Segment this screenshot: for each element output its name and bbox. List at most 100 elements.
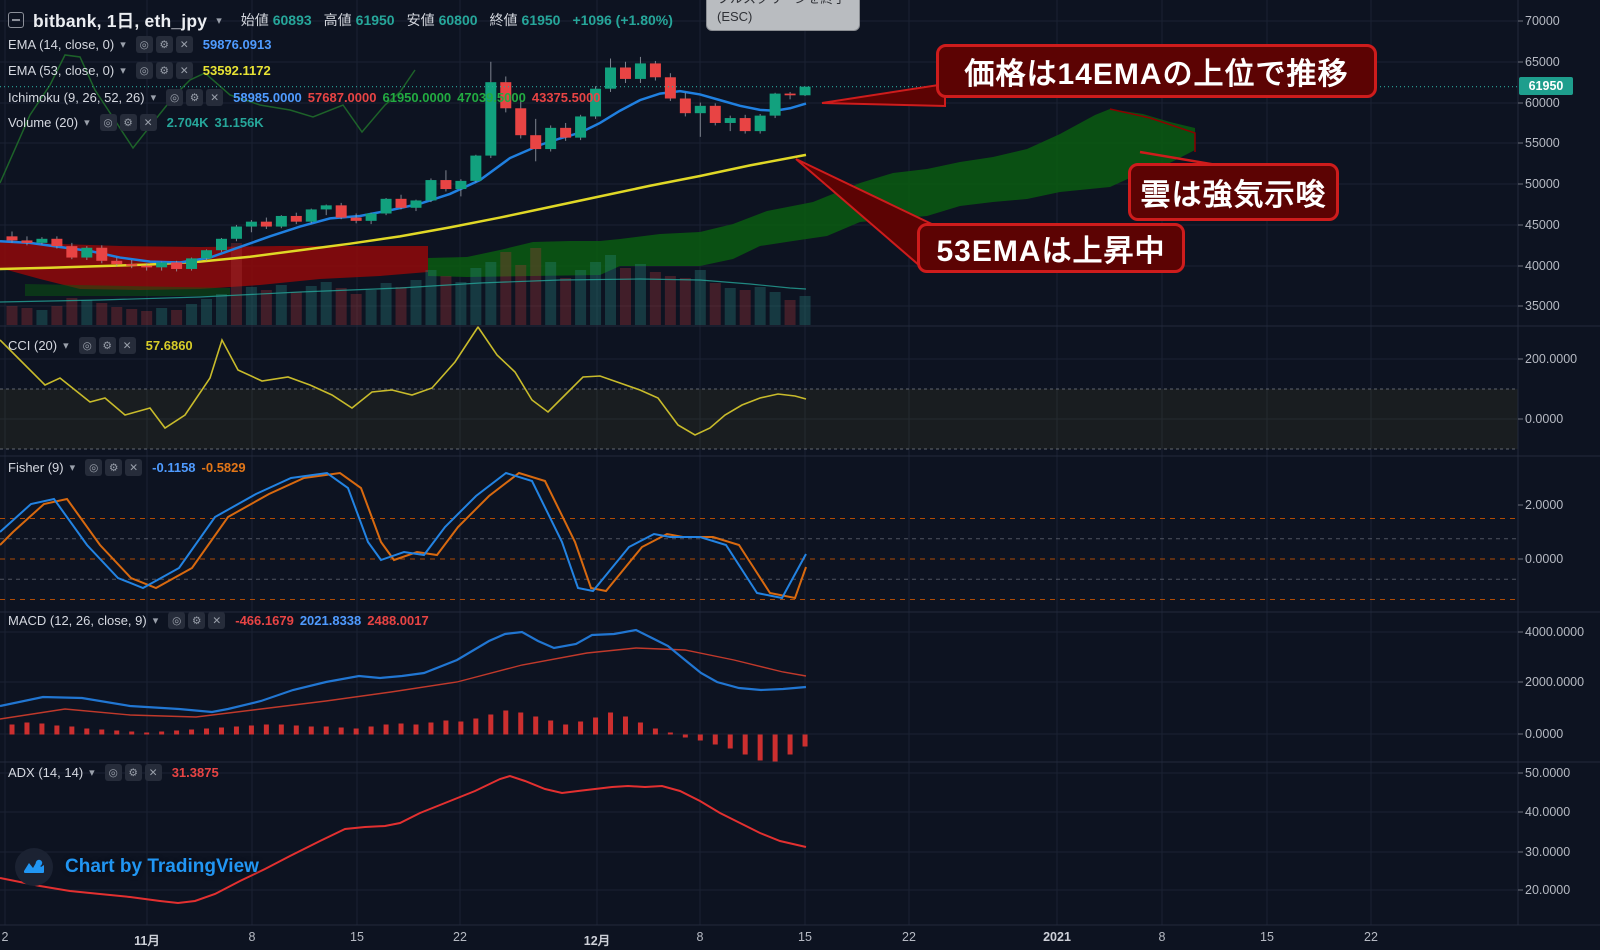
chevron-down-icon[interactable]: ▾ <box>216 14 222 27</box>
chevron-down-icon[interactable]: ▾ <box>152 615 159 627</box>
close-icon[interactable]: ✕ <box>175 62 193 79</box>
chevron-down-icon[interactable]: ▾ <box>150 92 157 104</box>
ichimoku-senkou-a-value: 47039.5000 <box>457 90 526 105</box>
gear-icon[interactable]: ⚙ <box>119 114 137 131</box>
time-axis-label: 15 <box>798 930 812 944</box>
ichimoku-label[interactable]: Ichimoku (9, 26, 52, 26) <box>8 90 145 105</box>
tradingview-logo[interactable]: Chart by TradingView <box>15 848 259 886</box>
indicator-buttons: ◎ ⚙ ✕ <box>135 62 193 79</box>
close-label: 終値 <box>489 12 518 28</box>
gear-icon[interactable]: ⚙ <box>98 337 116 354</box>
chevron-down-icon[interactable]: ▾ <box>120 39 126 51</box>
close-icon[interactable]: ✕ <box>208 612 226 629</box>
gear-icon[interactable]: ⚙ <box>155 36 173 53</box>
fisher-label[interactable]: Fisher (9) <box>8 460 64 475</box>
close-icon[interactable]: ✕ <box>125 459 143 476</box>
fisher-value: -0.1158 <box>152 460 196 475</box>
macd-signal-value: 2488.0017 <box>367 613 429 628</box>
gear-icon[interactable]: ⚙ <box>155 62 173 79</box>
chevron-down-icon[interactable]: ▾ <box>84 117 90 129</box>
annotation-ema53-rising[interactable]: 53EMAは上昇中 <box>917 223 1185 273</box>
time-axis-label: 15 <box>1260 930 1274 944</box>
open-label: 始値 <box>240 12 269 28</box>
visibility-icon[interactable]: ◎ <box>99 114 117 131</box>
gear-icon[interactable]: ⚙ <box>188 612 206 629</box>
legend-macd: MACD (12, 26, close, 9) ▾ ◎ ⚙ ✕ -466.1679 … <box>8 612 429 629</box>
close-icon[interactable]: ✕ <box>206 89 224 106</box>
tradingview-logo-text: Chart by TradingView <box>65 856 259 877</box>
close-value: 61950 <box>521 12 561 28</box>
close-icon[interactable]: ✕ <box>139 114 157 131</box>
indicator-buttons: ◎ ⚙ ✕ <box>85 459 143 476</box>
close-icon[interactable]: ✕ <box>175 36 193 53</box>
gear-icon[interactable]: ⚙ <box>186 89 204 106</box>
ohlc-readout: 始値 60893 高値 61950 安値 60800 終値 61950 +109… <box>241 10 673 30</box>
price-axis-label: 45000 <box>1525 218 1560 232</box>
change-value: +1096 (+1.80%) <box>572 12 673 28</box>
chevron-down-icon[interactable]: ▾ <box>69 462 76 474</box>
indicator-buttons: ◎ ⚙ ✕ <box>78 337 136 354</box>
macd-line-value: 2021.8338 <box>299 613 362 628</box>
ema14-value: 59876.0913 <box>202 37 272 52</box>
visibility-icon[interactable]: ◎ <box>168 612 186 629</box>
indicator-buttons: ◎ ⚙ ✕ <box>104 764 162 781</box>
chevron-down-icon[interactable]: ▾ <box>89 767 95 779</box>
chevron-down-icon[interactable]: ▾ <box>63 340 69 352</box>
indicator-buttons: ◎ ⚙ ✕ <box>99 114 157 131</box>
close-icon[interactable]: ✕ <box>118 337 136 354</box>
price-axis-label: 0.0000 <box>1525 412 1564 426</box>
legend-ichimoku: Ichimoku (9, 26, 52, 26) ▾ ◎ ⚙ ✕ 58985.000… <box>8 89 601 106</box>
annotation-bullish-cloud[interactable]: 雲は強気示唆 <box>1128 163 1339 221</box>
macd-hist-value: -466.1679 <box>235 613 294 628</box>
visibility-icon[interactable]: ◎ <box>135 62 153 79</box>
macd-label[interactable]: MACD (12, 26, close, 9) <box>8 613 147 628</box>
collapse-icon[interactable] <box>8 12 24 28</box>
visibility-icon[interactable]: ◎ <box>135 36 153 53</box>
price-axis-label: 30.0000 <box>1525 845 1571 859</box>
tradingview-logo-icon <box>15 848 53 886</box>
time-axis-label: 12月 <box>583 934 611 948</box>
time-axis-label: 15 <box>350 930 364 944</box>
time-axis-label: 2 <box>1 930 9 944</box>
chevron-down-icon[interactable]: ▾ <box>120 65 126 77</box>
visibility-icon[interactable]: ◎ <box>166 89 184 106</box>
annotation-price-above-ema14[interactable]: 価格は14EMAの上位で推移 <box>936 44 1377 98</box>
price-axis-label: 2000.0000 <box>1525 675 1585 689</box>
price-axis-label: 70000 <box>1525 14 1560 28</box>
gear-icon[interactable]: ⚙ <box>124 764 142 781</box>
price-axis-label: 200.0000 <box>1525 352 1578 366</box>
volume-label[interactable]: Volume (20) <box>8 115 79 130</box>
ema14-label[interactable]: EMA (14, close, 0) <box>8 37 115 52</box>
ema53-label[interactable]: EMA (53, close, 0) <box>8 63 115 78</box>
time-axis-label: 22 <box>453 930 467 944</box>
legend-ema53: EMA (53, close, 0) ▾ ◎ ⚙ ✕ 53592.1172 <box>8 62 271 79</box>
legend-ema14: EMA (14, close, 0) ▾ ◎ ⚙ ✕ 59876.0913 <box>8 36 271 53</box>
time-axis[interactable]: 2 11月 8 15 22 12月 8 15 22 2021 8 15 22 <box>0 925 1600 950</box>
close-icon[interactable]: ✕ <box>144 764 162 781</box>
visibility-icon[interactable]: ◎ <box>85 459 103 476</box>
last-price-badge: 61950 <box>1519 77 1573 95</box>
visibility-icon[interactable]: ◎ <box>78 337 96 354</box>
time-axis-label: 22 <box>902 930 916 944</box>
gear-icon[interactable]: ⚙ <box>105 459 123 476</box>
time-axis-label: 8 <box>696 930 704 944</box>
cci-value: 57.6860 <box>145 338 193 353</box>
volume-ma-value: 31.156K <box>214 115 264 130</box>
visibility-icon[interactable]: ◎ <box>104 764 122 781</box>
symbol-title[interactable]: bitbank, 1日, eth_jpy <box>33 10 208 31</box>
ichimoku-chikou-value: 61950.0000 <box>382 90 452 105</box>
ichimoku-tenkan-value: 58985.0000 <box>233 90 302 105</box>
adx-label[interactable]: ADX (14, 14) <box>8 765 84 780</box>
time-axis-label: 11月 <box>134 934 160 948</box>
indicator-buttons: ◎ ⚙ ✕ <box>135 36 193 53</box>
price-axis-label: 2.0000 <box>1525 498 1564 512</box>
cci-label[interactable]: CCI (20) <box>8 338 58 353</box>
ichimoku-kijun-value: 57687.0000 <box>307 90 377 105</box>
price-axis[interactable]: 70000 65000 60000 55000 50000 45000 40000 35000… <box>0 0 1600 925</box>
price-axis-label: 40000 <box>1525 259 1560 273</box>
indicator-buttons: ◎ ⚙ ✕ <box>168 612 226 629</box>
price-axis-label: 20.0000 <box>1525 883 1571 897</box>
price-axis-label: 50.0000 <box>1525 766 1571 780</box>
price-axis-label: 0.0000 <box>1525 727 1564 741</box>
